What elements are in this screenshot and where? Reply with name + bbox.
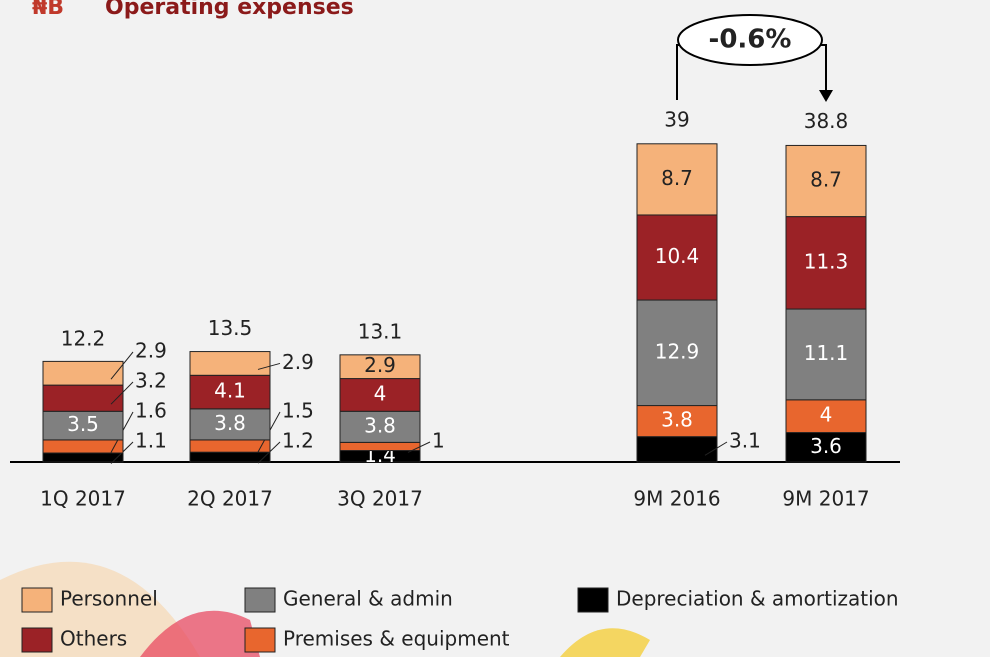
legend-swatch: [578, 588, 608, 612]
legend-label: Premises & equipment: [283, 627, 510, 651]
legend-label: General & admin: [283, 587, 453, 611]
x-tick-label: 3Q 2017: [337, 487, 423, 511]
x-tick-label: 1Q 2017: [40, 487, 126, 511]
bar-segment: [340, 442, 420, 450]
annotation: -0.6%: [709, 25, 792, 55]
data-label: 2.9: [364, 353, 396, 377]
chart: ₦B Operating expenses -0.6% 1Q 2017 1.1 1.…: [0, 0, 990, 657]
unit-label: ₦B: [32, 0, 64, 20]
total-label: 13.1: [358, 319, 403, 343]
data-label: 1.6: [135, 399, 167, 423]
total-label: 13.5: [208, 316, 253, 340]
bar-segment: [43, 385, 123, 411]
data-label: 3.6: [810, 434, 842, 458]
bar-segment: [190, 452, 270, 462]
total-label: 12.2: [61, 327, 106, 351]
bar-segment: [43, 361, 123, 385]
data-label: 3.8: [661, 408, 693, 432]
legend-label: Personnel: [60, 587, 158, 611]
data-label: 1: [432, 429, 445, 453]
data-label: 1.2: [282, 429, 314, 453]
legend-label: Depreciation & amortization: [616, 587, 899, 611]
data-label: 2.9: [135, 339, 167, 363]
data-label: 3.8: [364, 413, 396, 437]
data-label: 10.4: [655, 244, 700, 268]
legend-swatch: [22, 628, 52, 652]
total-label: 39: [664, 107, 689, 131]
data-label: 3.5: [67, 412, 99, 436]
bar-segment: [190, 352, 270, 376]
bar-segment: [190, 440, 270, 452]
legend-swatch: [245, 628, 275, 652]
data-label: 11.3: [804, 249, 849, 273]
data-label: 4: [820, 403, 833, 427]
bar-segment: [637, 437, 717, 462]
bar-segment: [43, 440, 123, 453]
data-label: 1.5: [282, 399, 314, 423]
data-label: 4.1: [214, 379, 246, 403]
data-label: 3.8: [214, 411, 246, 435]
data-label: 12.9: [655, 339, 700, 363]
data-label: 1.1: [135, 429, 167, 453]
data-label: 2.9: [282, 350, 314, 374]
bar-segment: [43, 453, 123, 462]
x-tick-label: 2Q 2017: [187, 487, 273, 511]
data-label: 4: [374, 381, 387, 405]
x-tick-label: 9M 2016: [633, 487, 720, 511]
total-label: 38.8: [804, 109, 849, 133]
legend-swatch: [245, 588, 275, 612]
legend-label: Others: [60, 627, 127, 651]
data-label: 11.1: [804, 341, 849, 365]
data-label: 8.7: [810, 168, 842, 192]
chart-title: Operating expenses: [105, 0, 354, 20]
data-label: 8.7: [661, 166, 693, 190]
data-label: 3.2: [135, 369, 167, 393]
x-tick-label: 9M 2017: [782, 487, 869, 511]
data-label: 3.1: [729, 429, 761, 453]
legend-swatch: [22, 588, 52, 612]
